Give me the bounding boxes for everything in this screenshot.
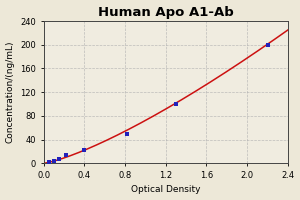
X-axis label: Optical Density: Optical Density (131, 185, 200, 194)
Point (51, 159, 56, 162)
Point (173, 102, 178, 106)
Point (125, 132, 130, 135)
Point (82, 149, 87, 152)
Point (46, 161, 51, 164)
Point (265, 43, 270, 46)
Y-axis label: Concentration/(ng/mL): Concentration/(ng/mL) (6, 41, 15, 143)
Point (56, 157, 61, 160)
Point (64, 153, 68, 157)
Title: Human Apo A1-Ab: Human Apo A1-Ab (98, 6, 234, 19)
